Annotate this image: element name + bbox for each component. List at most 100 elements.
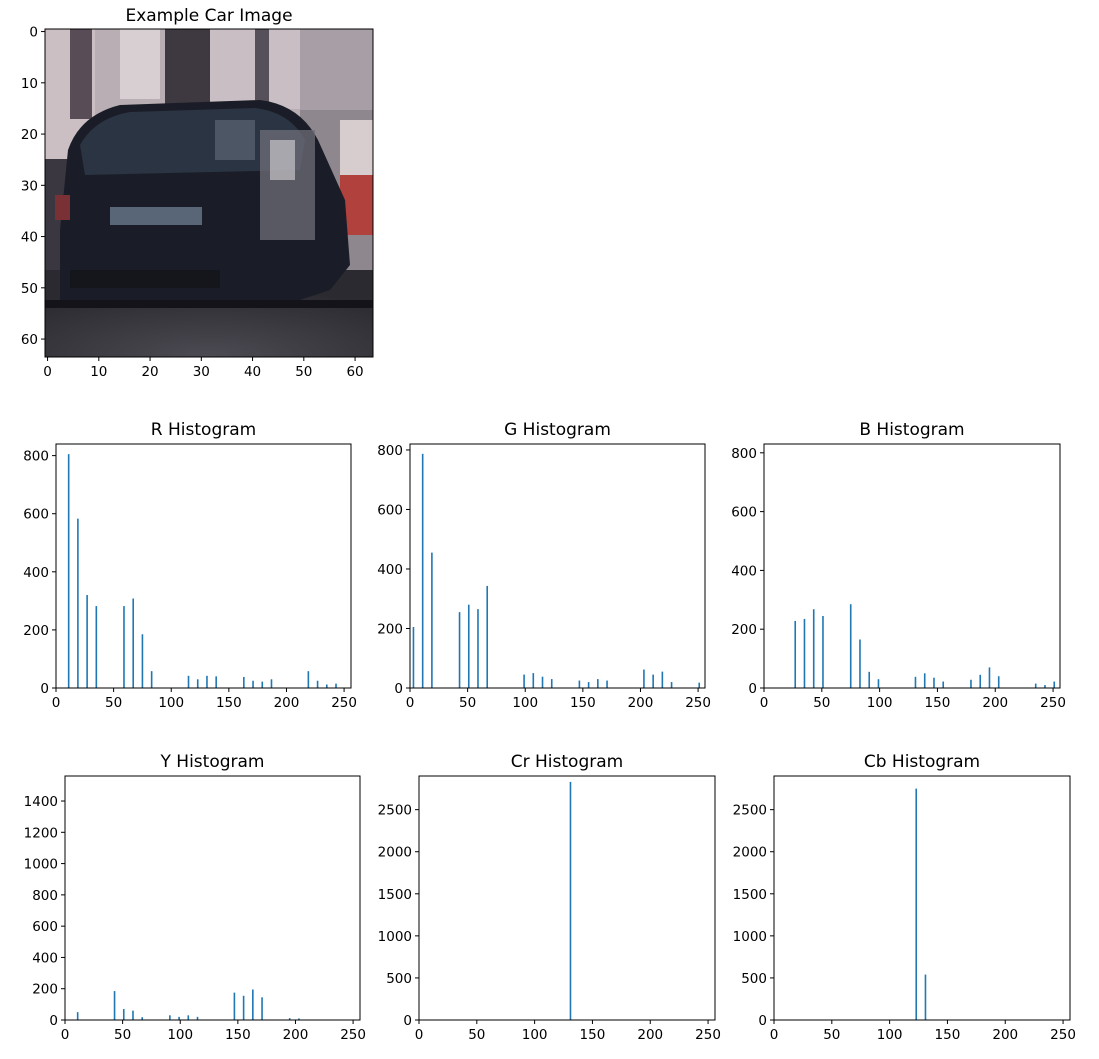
histogram-ytick-label: 600	[23, 507, 49, 523]
histogram-cr-frame	[418, 775, 716, 1021]
histogram-y-bar	[298, 1018, 300, 1020]
histogram-xtick-label: 0	[760, 695, 769, 711]
car-photo	[45, 29, 373, 357]
histogram-y: Y Histogram 0 50 100 150 200 250 0 200 400 600 800 1…	[24, 752, 366, 1043]
histogram-g-bar	[458, 612, 461, 688]
histogram-y-bar	[233, 992, 236, 1020]
histogram-ytick-label: 1000	[24, 857, 58, 873]
histogram-xtick-label: 0	[52, 695, 61, 711]
histogram-ytick-label: 500	[741, 971, 767, 987]
histogram-r-bar	[252, 680, 254, 688]
histogram-g: G Histogram 0 50 100 150 200 250 0 200 400 600 800	[377, 420, 711, 711]
histogram-xtick-label: 100	[522, 1027, 548, 1043]
histogram-r-bar	[77, 518, 79, 688]
histogram-g-bar	[477, 609, 479, 688]
image-panel-frame	[44, 28, 374, 358]
histogram-g-bar	[467, 604, 470, 688]
histogram-xtick-label: 200	[274, 695, 300, 711]
histogram-cr-bar	[569, 781, 572, 1020]
histogram-b-bar	[923, 673, 926, 688]
image-ytick-label: 60	[21, 332, 38, 348]
histogram-xtick-label: 200	[992, 1027, 1018, 1043]
histogram-g-bar	[578, 680, 581, 688]
histogram-b-bar	[979, 674, 982, 688]
histogram-ytick-label: 1000	[733, 929, 767, 945]
histogram-y-bar	[113, 991, 116, 1020]
histogram-b-bar	[997, 676, 1000, 688]
histogram-y-title: Y Histogram	[160, 752, 265, 772]
histogram-g-bar	[541, 676, 544, 688]
histogram-g-bar	[597, 679, 599, 688]
image-xtick-label: 50	[295, 364, 312, 380]
histogram-g-bar	[431, 552, 433, 688]
histogram-y-bar	[122, 1009, 125, 1020]
histogram-r-bar	[206, 675, 208, 688]
histogram-cb-bar	[915, 788, 918, 1020]
histogram-ytick-label: 600	[377, 502, 403, 518]
image-xtick-label: 20	[141, 364, 158, 380]
histogram-b-bar	[849, 604, 852, 688]
histogram-b-bar	[1044, 685, 1046, 688]
histogram-r-bar	[132, 598, 135, 688]
histogram-xtick-label: 250	[695, 1027, 721, 1043]
histogram-g-bar	[670, 682, 673, 688]
histogram-ytick-label: 0	[403, 1013, 412, 1029]
histogram-ytick-label: 2500	[733, 803, 767, 819]
histogram-b-bar	[812, 609, 815, 688]
image-panel-title: Example Car Image	[125, 6, 292, 26]
histogram-b-bar	[914, 676, 917, 688]
histogram-ytick-label: 400	[32, 950, 58, 966]
histogram-b-bar	[794, 620, 797, 688]
histogram-ytick-label: 400	[731, 563, 757, 579]
histogram-ytick-label: 200	[23, 623, 49, 639]
histogram-r-bar	[86, 595, 88, 688]
histogram-r-bar	[150, 671, 153, 688]
histogram-g-bar	[532, 673, 535, 688]
histogram-b-bar	[933, 677, 935, 688]
histogram-xtick-label: 150	[925, 695, 951, 711]
histogram-g-bar	[652, 674, 654, 688]
histogram-xtick-label: 250	[1040, 695, 1066, 711]
histogram-xtick-label: 50	[813, 695, 830, 711]
histogram-ytick-label: 0	[748, 681, 757, 697]
histogram-y-bar	[252, 989, 254, 1020]
histogram-xtick-label: 100	[167, 1027, 193, 1043]
image-ytick-label: 10	[21, 76, 38, 92]
histogram-xtick-label: 100	[158, 695, 184, 711]
histogram-r-bar	[123, 606, 125, 688]
histogram-xtick-label: 200	[982, 695, 1008, 711]
histogram-g-bar	[523, 674, 525, 688]
histogram-ytick-label: 2000	[733, 845, 767, 861]
histogram-xtick-label: 200	[628, 695, 654, 711]
image-panel: Example Car Image	[21, 6, 374, 380]
histogram-r-bar	[187, 675, 190, 688]
histogram-r-bar	[307, 671, 310, 688]
histogram-ytick-label: 600	[32, 919, 58, 935]
histogram-ytick-label: 0	[49, 1013, 58, 1029]
histogram-ytick-label: 0	[758, 1013, 767, 1029]
histogram-ytick-label: 0	[40, 681, 49, 697]
image-ytick-label: 30	[21, 178, 38, 194]
histogram-r-bar	[215, 676, 217, 688]
histogram-b-bar	[803, 618, 806, 688]
histogram-g-bar	[412, 627, 415, 688]
image-ytick-label: 50	[21, 281, 38, 297]
histogram-g-bar	[587, 682, 590, 688]
histogram-b-bar	[970, 679, 972, 688]
histogram-ytick-label: 800	[377, 443, 403, 459]
image-xtick-label: 30	[193, 364, 210, 380]
histogram-g-bar	[421, 453, 424, 688]
histogram-cb-title: Cb Histogram	[864, 752, 980, 772]
histogram-b-bar	[942, 681, 945, 688]
histogram-y-bar	[132, 1010, 134, 1020]
histogram-g-bar	[643, 669, 645, 688]
histogram-b-title: B Histogram	[859, 420, 964, 440]
histogram-cb-frame	[773, 775, 1071, 1021]
histogram-xtick-label: 50	[468, 1027, 485, 1043]
histogram-ytick-label: 200	[377, 621, 403, 637]
histogram-xtick-label: 50	[823, 1027, 840, 1043]
histogram-ytick-label: 400	[377, 562, 403, 578]
image-xtick-label: 60	[346, 364, 363, 380]
histogram-ytick-label: 200	[731, 622, 757, 638]
